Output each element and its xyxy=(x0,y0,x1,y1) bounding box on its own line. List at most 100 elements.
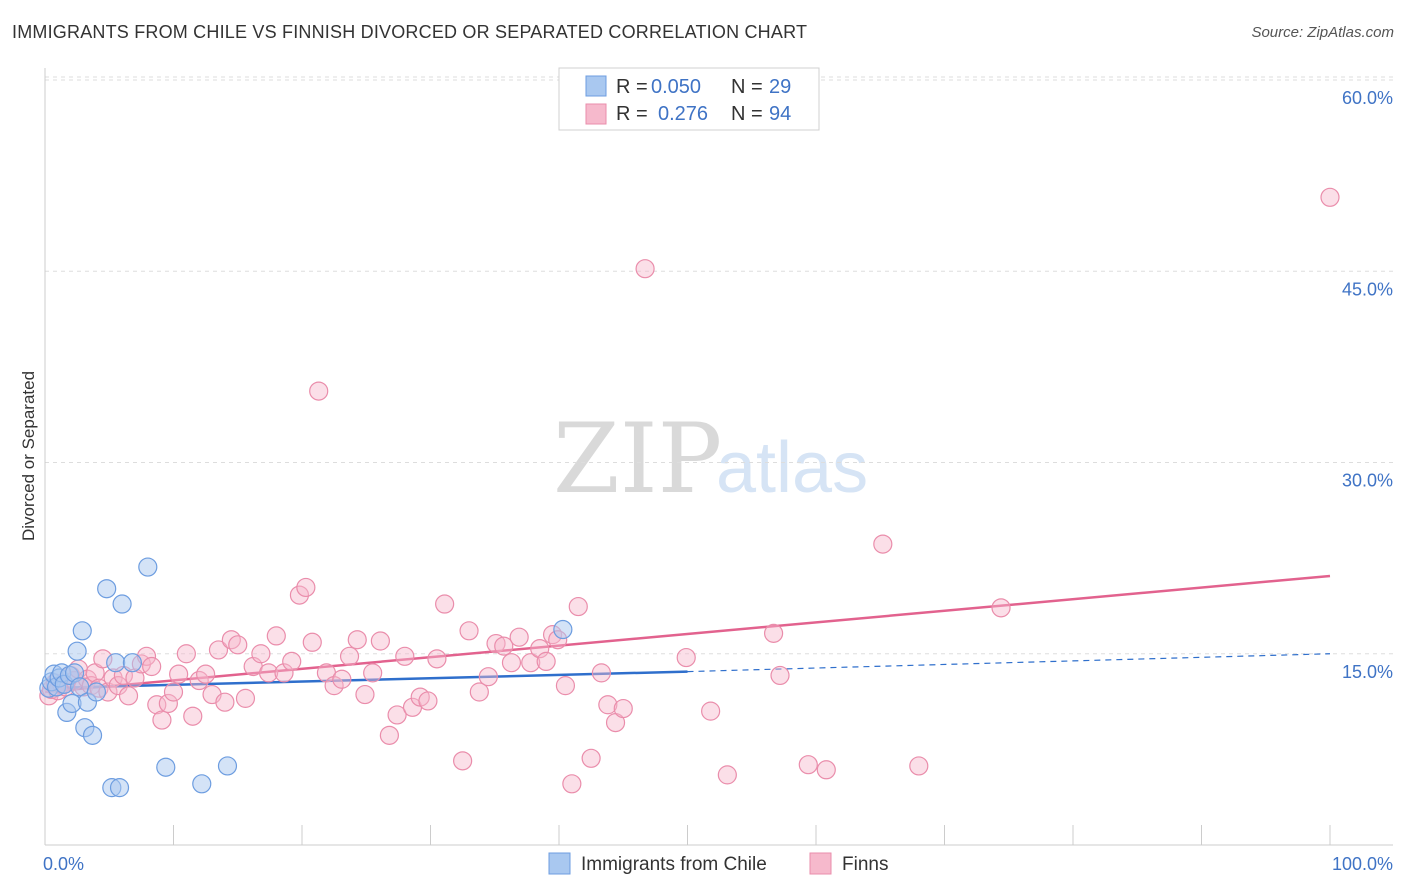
bottom-legend-label-chile: Immigrants from Chile xyxy=(581,854,767,875)
legend-r-value-chile: 0.050 xyxy=(651,76,701,98)
point-finns xyxy=(418,691,438,711)
point-finns xyxy=(469,682,489,702)
legend-n-value-finns: 94 xyxy=(769,103,791,125)
point-chile xyxy=(122,653,142,673)
point-finns xyxy=(309,381,329,401)
point-finns xyxy=(536,651,556,672)
y-axis-label: Divorced or Separated xyxy=(19,371,38,541)
point-finns xyxy=(158,693,178,714)
x-tick-labels: 0.0% 100.0% xyxy=(43,854,1393,874)
point-finns xyxy=(494,636,514,656)
point-finns xyxy=(208,640,229,660)
point-finns xyxy=(379,725,399,745)
point-finns xyxy=(635,259,655,279)
point-finns xyxy=(324,676,344,696)
point-finns xyxy=(142,656,162,677)
point-chile xyxy=(72,621,92,641)
point-finns xyxy=(235,688,256,708)
point-chile xyxy=(156,757,176,777)
point-finns xyxy=(486,633,506,654)
point-chile xyxy=(82,725,103,745)
point-finns xyxy=(509,627,529,647)
point-finns xyxy=(152,710,172,730)
point-finns xyxy=(598,695,618,715)
y-tick-label: 15.0% xyxy=(1342,662,1393,682)
point-finns xyxy=(228,635,248,655)
point-chile xyxy=(138,557,158,577)
point-finns xyxy=(676,647,696,668)
point-finns xyxy=(266,626,286,646)
point-finns xyxy=(453,751,473,771)
point-finns xyxy=(176,644,196,664)
point-finns xyxy=(395,646,415,666)
point-finns xyxy=(701,701,721,721)
point-finns xyxy=(459,621,479,641)
y-tick-labels: 15.0% 30.0% 45.0% 60.0% xyxy=(1342,88,1393,682)
legend-swatch-finns xyxy=(585,103,607,125)
legend-n-label-chile: N = xyxy=(731,76,763,98)
point-finns xyxy=(363,663,383,683)
chart-title: IMMIGRANTS FROM CHILE VS FINNISH DIVORCE… xyxy=(12,22,808,42)
point-finns xyxy=(873,534,893,554)
point-finns xyxy=(332,669,352,689)
point-finns xyxy=(347,630,367,650)
bottom-legend-swatch-finns xyxy=(809,852,832,875)
point-chile xyxy=(86,682,107,702)
point-finns xyxy=(339,646,360,666)
point-chile xyxy=(106,653,126,673)
point-finns xyxy=(1320,187,1340,207)
gridlines xyxy=(45,76,1393,655)
point-finns xyxy=(274,663,294,683)
point-finns xyxy=(591,663,612,683)
point-finns xyxy=(816,760,836,780)
legend-r-value-finns: 0.276 xyxy=(658,103,708,125)
point-finns xyxy=(763,623,784,643)
point-finns xyxy=(427,649,447,669)
point-finns xyxy=(909,756,929,776)
point-chile xyxy=(97,579,117,599)
legend-r-label-chile: R = xyxy=(616,76,648,98)
point-finns xyxy=(169,664,189,684)
point-finns xyxy=(302,632,322,652)
point-finns xyxy=(521,653,541,673)
point-finns xyxy=(163,682,184,702)
point-finns xyxy=(991,598,1011,618)
point-finns xyxy=(296,577,316,598)
point-finns xyxy=(108,676,128,696)
bottom-legend: Immigrants from Chile Finns xyxy=(548,852,888,875)
point-finns xyxy=(118,686,139,706)
legend-r-label-finns: R = xyxy=(616,103,648,125)
legend-n-value-chile: 29 xyxy=(769,76,791,98)
point-finns xyxy=(562,774,582,794)
y-tick-label: 45.0% xyxy=(1342,279,1393,299)
point-finns xyxy=(478,667,498,687)
point-chile xyxy=(109,778,130,798)
point-finns xyxy=(221,630,241,650)
point-chile xyxy=(67,641,87,661)
x-tick-label: 100.0% xyxy=(1332,854,1393,874)
point-finns xyxy=(568,596,588,617)
trend-line-chile-extension xyxy=(687,653,1331,673)
point-finns xyxy=(183,706,203,726)
point-finns xyxy=(370,631,390,651)
axes xyxy=(44,68,1393,846)
point-finns xyxy=(196,664,216,684)
source-note: Source: ZipAtlas.com xyxy=(1251,24,1394,41)
point-finns xyxy=(717,765,737,785)
bottom-legend-label-finns: Finns xyxy=(842,854,888,875)
point-chile xyxy=(217,756,238,776)
point-finns xyxy=(435,594,455,614)
y-tick-label: 60.0% xyxy=(1342,88,1393,108)
legend-n-label-finns: N = xyxy=(731,103,763,125)
x-tick-label: 0.0% xyxy=(43,854,84,874)
legend-swatch-chile xyxy=(585,75,607,97)
point-finns xyxy=(282,651,302,672)
legend-box: R = 0.050 N = 29 R = 0.276 N = 94 xyxy=(558,67,820,131)
point-chile xyxy=(192,774,212,794)
point-finns xyxy=(581,748,601,768)
point-finns xyxy=(251,644,271,664)
point-chile xyxy=(112,594,132,614)
point-chile xyxy=(553,619,573,640)
point-finns xyxy=(215,692,235,712)
